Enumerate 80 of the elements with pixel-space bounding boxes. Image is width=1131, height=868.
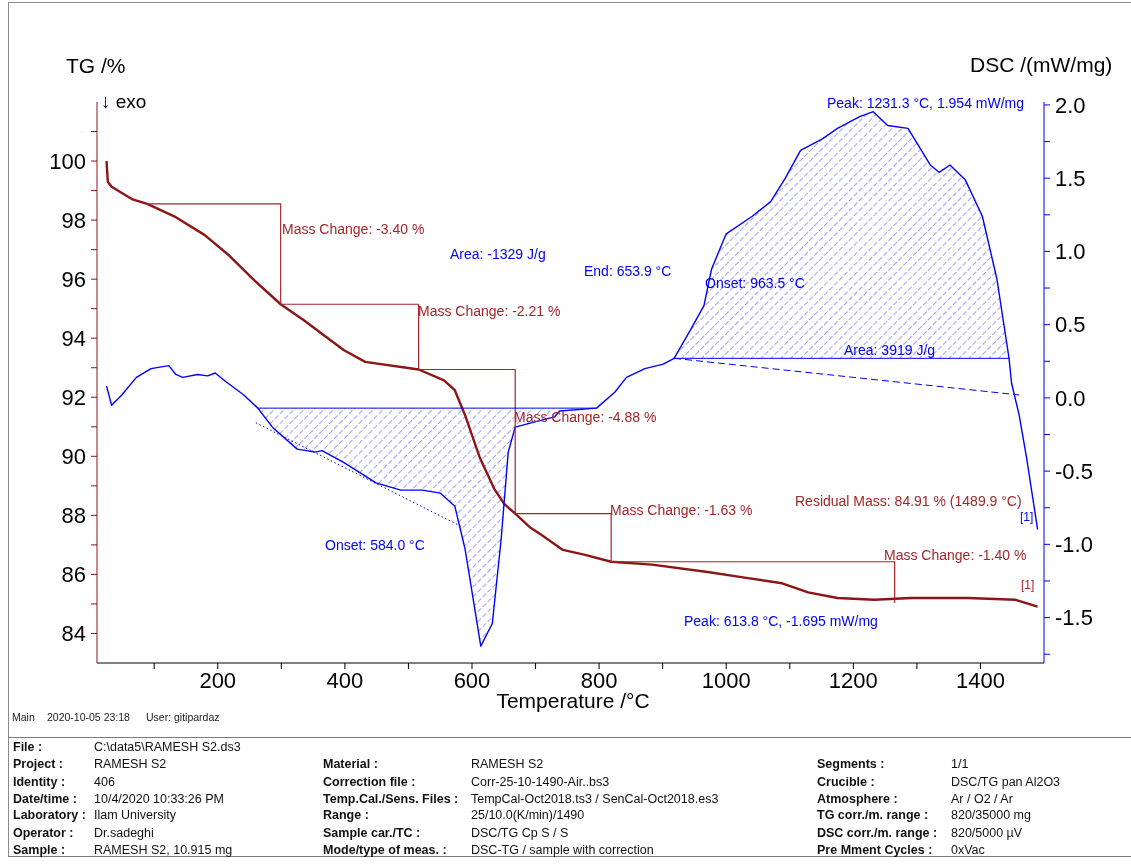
y2-tick-label: -1.5 (1055, 605, 1093, 631)
text: TG corr./m. range : (817, 808, 929, 823)
text: Laboratory : (13, 808, 86, 823)
text: 820/5000 µV (951, 825, 1023, 840)
annotation: End: 653.9 °C (584, 263, 672, 279)
text: DSC/TG pan Al2O3 (951, 774, 1061, 789)
annotation: Mass Change: -3.40 % (282, 221, 425, 237)
y-tick-label: 92 (61, 385, 86, 411)
y-tick-label: 96 (61, 266, 86, 292)
text: RAMESH S2, 10.915 mg (94, 842, 233, 857)
y2-tick-label: 1.5 (1055, 165, 1086, 191)
text: TempCal-Oct2018.ts3 / SenCal-Oct2018.es3 (471, 791, 719, 806)
y2-tick-label: 2.0 (1055, 92, 1086, 118)
text: 406 (94, 774, 115, 789)
text: 10/4/2020 10:33:26 PM (94, 791, 224, 806)
text: DSC-TG / sample with correction (471, 842, 654, 857)
text: Ilam University (94, 808, 176, 823)
x-tick-label: 1200 (828, 667, 878, 693)
text: Material : (323, 757, 378, 772)
text: Corr-25-10-1490-Air..bs3 (471, 774, 610, 789)
text: 25/10.0(K/min)/1490 (471, 808, 585, 823)
x-tick-label: 200 (199, 667, 237, 693)
y-tick-label: 86 (61, 562, 86, 588)
text: Identity : (13, 774, 66, 789)
annotation: Area: 3919 J/g (844, 342, 936, 358)
text: Date/time : (13, 791, 77, 806)
y-tick-label: 88 (61, 503, 86, 529)
text: Pre Mment Cycles : (817, 842, 933, 857)
annotation: ↓ exo (101, 91, 147, 112)
text: 820/35000 mg (951, 808, 1031, 823)
text: RAMESH S2 (94, 757, 167, 772)
annotation: [1] (1021, 578, 1035, 592)
annotation: Mass Change: -1.63 % (610, 502, 753, 518)
y-axis-title: TG /% (66, 54, 126, 77)
y2-tick-label: 0.0 (1055, 385, 1086, 411)
y2-tick-label: -1.0 (1055, 532, 1093, 558)
text: RAMESH S2 (471, 757, 544, 772)
text: DSC/TG Cp S / S (471, 825, 569, 840)
y2-tick-label: 1.0 (1055, 239, 1086, 265)
text: Sample car./TC : (323, 825, 421, 840)
y2-tick-label: -0.5 (1055, 458, 1093, 484)
y2-axis-title: DSC /(mW/mg) (970, 53, 1113, 76)
text: User: gitipardaz (146, 710, 220, 723)
text: Ar / O2 / Ar (951, 791, 1013, 806)
text: Mode/type of meas. : (323, 842, 447, 857)
x-tick-label: 1000 (701, 667, 751, 693)
x-tick-label: 400 (326, 667, 364, 693)
text: 1/1 (951, 757, 969, 772)
x-tick-label: 1400 (955, 667, 1005, 693)
y2-tick-label: 0.5 (1055, 312, 1086, 338)
annotation: Mass Change: -1.40 % (884, 547, 1027, 563)
text: Dr.sadeghi (94, 825, 154, 840)
y-tick-label: 100 (49, 148, 86, 174)
text: Atmosphere : (817, 791, 898, 806)
x-tick-label: 600 (453, 667, 491, 693)
annotation: Peak: 613.8 °C, -1.695 mW/mg (684, 613, 878, 629)
text: 0xVac (951, 842, 985, 857)
text: DSC corr./m. range : (817, 825, 938, 840)
annotation: Mass Change: -2.21 % (418, 303, 561, 319)
y-tick-label: 90 (61, 444, 86, 470)
annotation: Peak: 1231.3 °C, 1.954 mW/mg (827, 95, 1025, 111)
text: Main (12, 710, 35, 723)
text: Sample : (13, 842, 66, 857)
text: C:\data5\RAMESH S2.ds3 (94, 740, 241, 755)
text: File : (13, 740, 43, 755)
y-tick-label: 94 (61, 326, 86, 352)
text: Range : (323, 808, 369, 823)
text: 2020-10-05 23:18 (47, 710, 130, 723)
annotation: Onset: 584.0 °C (325, 537, 425, 553)
annotation: Residual Mass: 84.91 % (1489.9 °C) (795, 493, 1022, 509)
annotation: [1] (1020, 510, 1034, 524)
text: Project : (13, 757, 64, 772)
annotation: Area: -1329 J/g (450, 246, 546, 262)
text: Crucible : (817, 774, 875, 789)
y-tick-label: 98 (61, 207, 86, 233)
text: Segments : (817, 757, 885, 772)
text: Temp.Cal./Sens. Files : (323, 791, 459, 806)
text: Operator : (13, 825, 74, 840)
text: Correction file : (323, 774, 416, 789)
y-tick-label: 84 (61, 621, 86, 647)
